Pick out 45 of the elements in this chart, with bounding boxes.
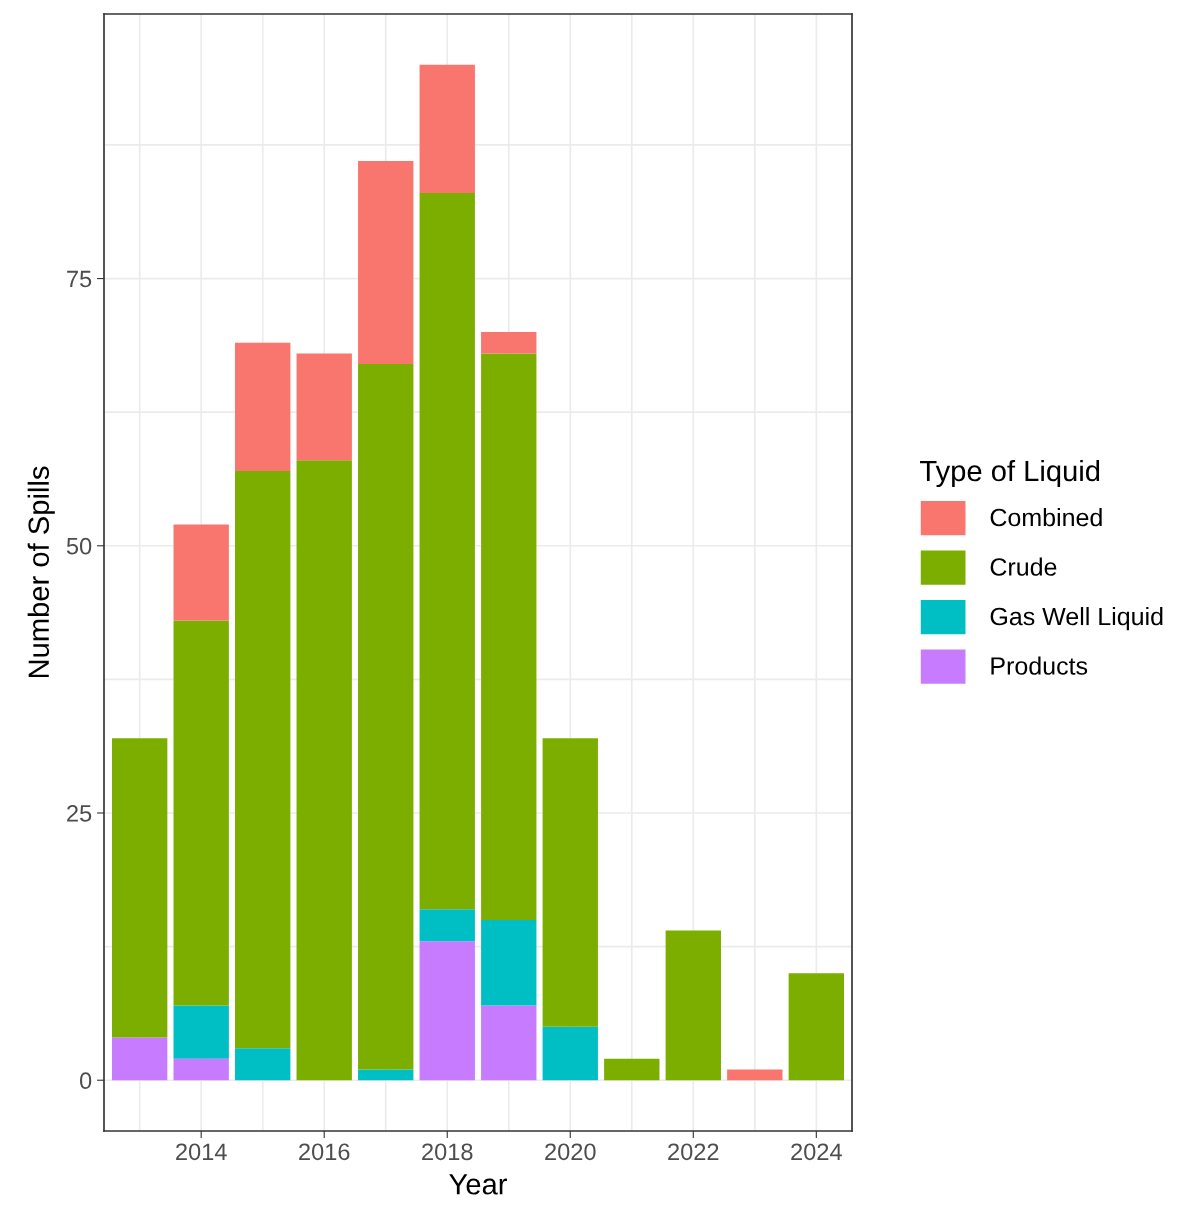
y-tick-label: 0 — [79, 1072, 92, 1090]
y-tick-label: 25 — [67, 805, 92, 822]
bar — [296, 353, 352, 461]
bar — [235, 1048, 291, 1081]
bar — [481, 1005, 537, 1081]
bar — [173, 1058, 229, 1081]
bar — [481, 353, 537, 920]
bar — [481, 919, 537, 1006]
y-axis-title: Number of Spills — [27, 466, 55, 678]
y-tick-label: 50 — [66, 537, 92, 555]
bar — [173, 620, 229, 1006]
bar — [419, 909, 475, 942]
bar — [358, 160, 414, 365]
bar — [173, 524, 229, 621]
x-tick-label: 2018 — [422, 1143, 473, 1161]
bar — [481, 332, 537, 354]
x-tick-label: 2014 — [176, 1143, 227, 1161]
bar — [727, 1069, 783, 1081]
x-tick-label: 2020 — [545, 1143, 596, 1161]
bar — [542, 1026, 598, 1081]
bar — [235, 470, 291, 1049]
y-tick-label: 75 — [67, 270, 92, 288]
bar — [419, 64, 475, 194]
legend-label: Products — [991, 656, 1088, 675]
bar — [665, 930, 721, 1081]
x-tick-label: 2024 — [791, 1143, 842, 1161]
legend-label: Gas Well Liquid — [990, 606, 1163, 631]
bar — [112, 738, 168, 1038]
bar — [235, 342, 291, 471]
legend-label: Crude — [990, 557, 1057, 576]
bar — [112, 1037, 168, 1081]
bar — [358, 364, 414, 1070]
legend-label: Combined — [990, 507, 1102, 527]
bar — [173, 1005, 229, 1059]
x-axis-title: Year — [449, 1174, 507, 1195]
bar — [604, 1058, 660, 1081]
bar — [419, 941, 475, 1081]
x-tick-label: 2022 — [668, 1143, 719, 1161]
x-tick-label: 2016 — [299, 1143, 350, 1161]
bar — [419, 193, 475, 910]
bar — [296, 460, 352, 1081]
bar — [542, 738, 598, 1027]
bar — [788, 973, 844, 1081]
legend-title: Type of Liquid — [920, 459, 1100, 488]
bar — [358, 1069, 414, 1081]
